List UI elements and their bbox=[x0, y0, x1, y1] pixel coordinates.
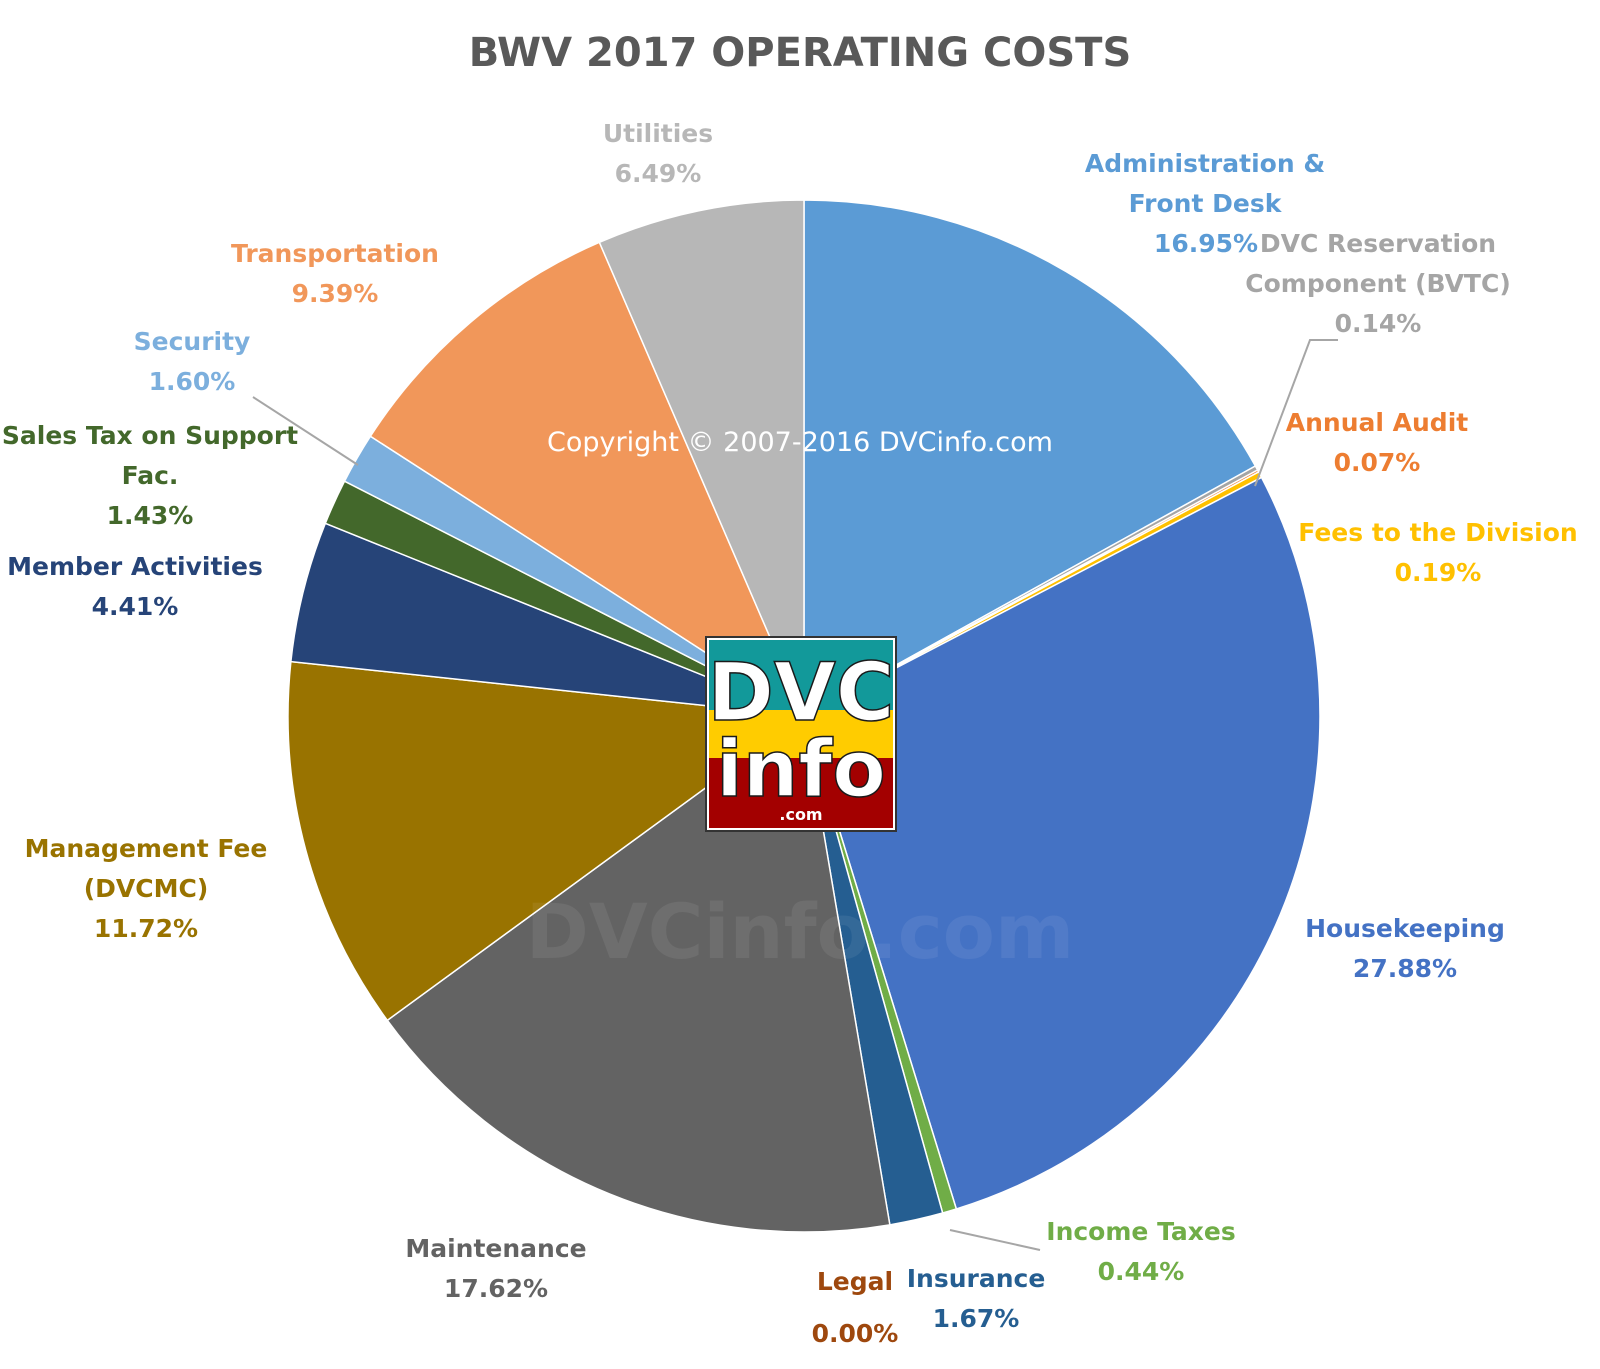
slice-name-label: Insurance bbox=[907, 1264, 1046, 1293]
dvcinfo-logo: DVC info .com bbox=[705, 636, 897, 832]
logo-dvc-text: DVC bbox=[707, 646, 894, 739]
pie-slice bbox=[803, 476, 1321, 1210]
slice-value-label: 1.67% bbox=[933, 1304, 1020, 1333]
slice-name-label: Member Activities bbox=[7, 552, 263, 581]
slice-name-label: DVC Reservation bbox=[1260, 229, 1496, 258]
slice-value-label: 1.43% bbox=[107, 501, 194, 530]
logo-band-red bbox=[709, 758, 893, 828]
slice-value-label: 0.19% bbox=[1395, 558, 1482, 587]
slice-value-label: 16.95% bbox=[1154, 229, 1258, 258]
pie-slice bbox=[803, 199, 1257, 718]
pie-slice bbox=[598, 199, 805, 717]
slice-value-label: 0.07% bbox=[1334, 448, 1421, 477]
slice-value-label: 0.44% bbox=[1098, 1257, 1185, 1286]
slice-name-label: Housekeeping bbox=[1305, 914, 1505, 943]
slice-value-label: 0.00% bbox=[812, 1319, 899, 1348]
pie-slice bbox=[287, 660, 807, 1022]
slice-name-label: Management Fee bbox=[25, 834, 268, 863]
slice-name-label: Security bbox=[134, 327, 251, 356]
pie-slices bbox=[287, 199, 1321, 1233]
copyright-text: Copyright © 2007-2016 DVCinfo.com bbox=[547, 427, 1053, 458]
slice-name-label: Income Taxes bbox=[1046, 1217, 1235, 1246]
slice-name-label: Transportation bbox=[231, 239, 439, 268]
slice-name-label: Legal bbox=[817, 1267, 893, 1296]
slice-name-label: Front Desk bbox=[1129, 189, 1283, 218]
slice-value-label: 27.88% bbox=[1353, 954, 1457, 983]
pie-slice bbox=[369, 241, 806, 718]
logo-band-teal bbox=[709, 640, 893, 710]
pie-slice bbox=[386, 714, 891, 1233]
leader-line bbox=[949, 1229, 1041, 1251]
slice-name-label: Utilities bbox=[603, 119, 713, 148]
logo-com-text: .com bbox=[779, 805, 822, 824]
logo-info-text: info bbox=[716, 725, 886, 815]
slice-value-label: 4.41% bbox=[92, 592, 179, 621]
slice-value-label: 0.14% bbox=[1335, 309, 1422, 338]
chart-title: BWV 2017 OPERATING COSTS bbox=[469, 30, 1132, 76]
leader-lines bbox=[252, 339, 1338, 1251]
slice-name-label: (DVCMC) bbox=[84, 874, 209, 903]
slice-value-label: 9.39% bbox=[292, 279, 379, 308]
slice-name-label: Maintenance bbox=[405, 1234, 586, 1263]
slice-value-label: 17.62% bbox=[444, 1274, 548, 1303]
slice-name-label: Fac. bbox=[122, 461, 179, 490]
slice-name-label: Annual Audit bbox=[1286, 408, 1468, 437]
leader-line bbox=[1254, 339, 1338, 487]
slice-name-label: Administration & bbox=[1085, 149, 1325, 178]
slice-value-label: 11.72% bbox=[94, 914, 198, 943]
slice-labels: Administration & Front Desk 16.95% DVC Rese… bbox=[2, 119, 1578, 1348]
logo-band-yellow bbox=[709, 710, 893, 758]
slice-value-label: 6.49% bbox=[615, 159, 702, 188]
slice-name-label: Sales Tax on Support bbox=[2, 421, 298, 450]
slice-value-label: 1.60% bbox=[149, 367, 236, 396]
slice-name-label: Fees to the Division bbox=[1298, 518, 1577, 547]
slice-name-label: Component (BVTC) bbox=[1245, 269, 1511, 298]
watermark-text: DVCinfo.com bbox=[526, 887, 1074, 976]
leader-line bbox=[252, 396, 359, 466]
